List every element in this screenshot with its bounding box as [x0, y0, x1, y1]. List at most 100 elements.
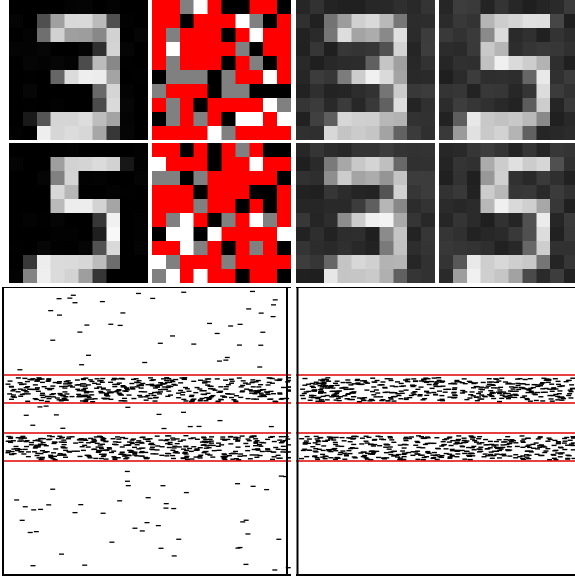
spike-mark — [222, 439, 228, 441]
pixel-cell — [106, 157, 121, 172]
spike-mark — [165, 435, 171, 437]
spike-mark — [452, 394, 458, 397]
spike-mark — [67, 451, 73, 453]
pixel-cell — [550, 56, 565, 71]
spike-mark — [316, 382, 322, 385]
spike-mark — [303, 441, 309, 444]
spike-mark — [63, 385, 69, 387]
spike-mark — [83, 400, 89, 403]
spike-mark — [207, 454, 213, 456]
pixel-cell — [64, 84, 79, 99]
spike-mark — [359, 397, 365, 400]
spike-mark — [557, 456, 563, 458]
spike-mark — [303, 440, 309, 442]
pixel-cell — [351, 28, 366, 43]
spike-mark — [224, 356, 230, 359]
spike-mark — [101, 397, 107, 399]
pixel-cell — [337, 98, 352, 113]
spike-mark — [219, 444, 225, 446]
spike-mark — [253, 381, 259, 383]
spike-mark — [559, 385, 565, 387]
spike-mark — [115, 436, 121, 438]
pixel-cell — [120, 269, 135, 283]
spike-mark — [513, 390, 519, 392]
pixel-cell — [323, 241, 338, 256]
spike-mark — [205, 384, 211, 386]
pixel-cell — [536, 84, 551, 99]
spike-mark — [80, 378, 86, 380]
spike-mark — [382, 391, 388, 394]
spike-mark — [218, 398, 224, 401]
pixel-cell — [78, 0, 93, 15]
spike-mark — [259, 450, 265, 453]
spike-mark — [378, 396, 384, 398]
pixel-cell — [564, 28, 575, 43]
pixel-cell — [152, 70, 167, 85]
spike-mark — [479, 386, 485, 388]
spike-mark — [70, 294, 76, 296]
spike-mark — [82, 438, 88, 440]
spike-mark — [439, 445, 445, 447]
spike-mark — [108, 398, 114, 401]
spike-mark — [498, 386, 504, 389]
spike-mark — [425, 450, 431, 453]
spike-mark — [69, 395, 75, 398]
spike-mark — [449, 448, 455, 451]
spike-mark — [401, 385, 407, 387]
spike-mark — [53, 414, 59, 416]
pixel-cell — [296, 227, 311, 242]
pixel-cell — [92, 199, 107, 214]
spike-mark — [569, 384, 575, 386]
pixel-cell — [64, 241, 79, 256]
spike-mark — [473, 385, 479, 388]
spike-mark — [51, 442, 57, 445]
spike-mark — [498, 448, 504, 450]
pixel-cell — [393, 14, 408, 29]
spike-mark — [42, 451, 48, 453]
spike-mark — [100, 449, 106, 451]
spike-mark — [34, 387, 40, 389]
spike-mark — [248, 436, 254, 438]
pixel-cell — [134, 84, 148, 99]
spike-mark — [422, 380, 428, 383]
pixel-cell — [439, 227, 454, 242]
pixel-cell — [564, 227, 575, 242]
pixel-cell — [393, 84, 408, 99]
spike-mark — [424, 394, 430, 397]
spike-mark — [18, 438, 24, 440]
pixel-cell — [9, 28, 24, 43]
spike-mark — [14, 449, 20, 452]
spike-mark — [268, 425, 274, 428]
pixel-cell — [494, 143, 509, 158]
spike-mark — [535, 448, 541, 450]
spike-mark — [314, 456, 320, 459]
pixel-cell — [522, 143, 537, 158]
pixel-cell — [207, 185, 222, 200]
spike-mark — [493, 444, 499, 446]
spike-mark — [461, 439, 467, 442]
pixel-cell — [22, 213, 38, 228]
spike-mark — [431, 377, 437, 379]
pixel-cell — [536, 112, 551, 127]
spike-mark — [433, 385, 439, 388]
spike-mark — [270, 304, 276, 306]
spike-mark — [326, 436, 332, 438]
spike-mark — [114, 378, 120, 380]
spike-mark — [565, 454, 571, 456]
spike-mark — [18, 383, 24, 386]
spike-mark — [109, 391, 115, 393]
pixel-cell — [564, 0, 575, 15]
spike-mark — [469, 391, 475, 393]
spike-mark — [109, 541, 115, 543]
spike-mark — [173, 450, 179, 453]
pixel-cell — [179, 14, 194, 29]
pixel-cell — [249, 0, 264, 15]
spike-mark — [471, 449, 477, 451]
pixel-cell — [207, 227, 222, 242]
spike-mark — [23, 414, 29, 416]
spike-mark — [549, 383, 555, 385]
spike-mark — [149, 383, 155, 386]
pixel-cell — [92, 14, 107, 29]
spike-mark — [152, 387, 158, 389]
pixel-cell — [221, 171, 236, 186]
